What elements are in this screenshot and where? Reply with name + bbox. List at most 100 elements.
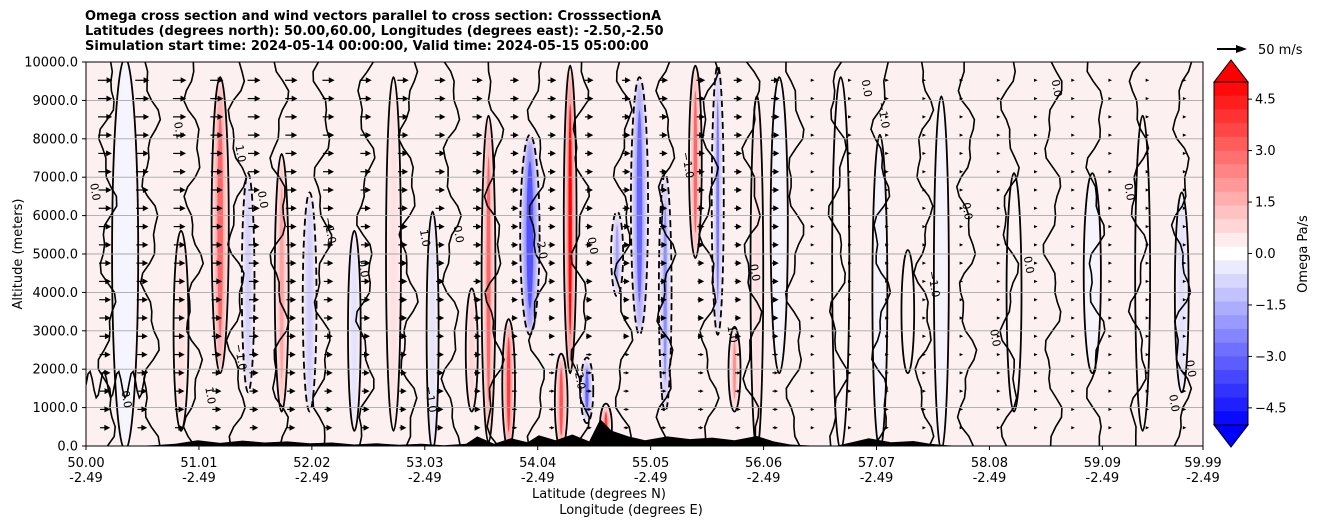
wind-vector-head [105, 205, 112, 212]
wind-vector-head [1182, 298, 1187, 302]
wind-vector-head [551, 371, 555, 375]
wind-vector-head [848, 78, 852, 82]
x-axis: 50.00-2.4951.01-2.4952.02-2.4953.03-2.49… [67, 446, 1222, 486]
wind-vector-head [327, 241, 334, 248]
wind-vector-head [885, 298, 889, 302]
wind-vector-head [1071, 389, 1075, 393]
contour-label: 0.0 [1021, 255, 1037, 274]
colorbar-segment [1214, 383, 1248, 399]
wind-vector-head [364, 315, 371, 321]
wind-vector-head [513, 95, 519, 102]
wind-vector-head [959, 224, 964, 229]
wind-vector-head [662, 95, 668, 102]
wind-vector-head [178, 333, 185, 340]
wind-vector-head [365, 77, 372, 84]
wind-vector-head [1145, 133, 1150, 137]
wind-vector-head [1034, 389, 1038, 393]
wind-vector-head [848, 224, 852, 229]
wind-vector-head [178, 388, 185, 395]
wind-vector-head [438, 223, 445, 230]
contour-label: −2.0 [570, 362, 587, 391]
wind-vector-head [810, 316, 815, 320]
wind-vector-head [700, 389, 704, 393]
wind-vector-head [774, 407, 779, 412]
wind-vector-head [662, 389, 667, 393]
x-tick-label-longitude: -2.49 [408, 471, 442, 486]
wind-vector-head [290, 241, 297, 248]
contour-line [932, 95, 950, 446]
x-tick-label-longitude: -2.49 [860, 471, 894, 486]
wind-vector-head [810, 279, 815, 284]
wind-vector-head [179, 223, 186, 230]
wind-vector-head [474, 406, 481, 413]
wind-vector-head [1182, 334, 1187, 338]
wind-vector-head [252, 351, 259, 358]
wind-vector-head [1108, 352, 1113, 357]
wind-vector-head [922, 261, 927, 265]
wind-vector-head [661, 150, 668, 157]
wind-vector-head [290, 315, 297, 321]
wind-vector-head [959, 133, 964, 137]
wind-vector-head [1145, 115, 1150, 119]
wind-vector-head [736, 205, 742, 212]
colorbar-segment [1214, 219, 1248, 234]
wind-vector-head [1145, 151, 1150, 156]
wind-vector-head [327, 260, 334, 267]
omega-band [1086, 177, 1098, 370]
wind-vector-head [216, 187, 223, 193]
wind-vector-head [254, 168, 260, 175]
wind-vector-head [1145, 298, 1150, 302]
wind-vector-head [217, 113, 224, 120]
wind-vector-head [106, 150, 112, 157]
wind-vector-head [1182, 407, 1187, 412]
wind-vector-head [326, 406, 333, 413]
wind-vector-head [143, 168, 149, 175]
wind-vector-head [475, 351, 481, 358]
wind-vector-head [476, 168, 483, 175]
wind-vector-head [178, 369, 185, 376]
wind-vector-head [179, 241, 186, 248]
wind-vector-head [105, 223, 112, 230]
wind-vector-head [848, 115, 852, 119]
y-tick-label: 0.0 [57, 440, 78, 455]
wind-vector-head [624, 205, 631, 212]
wind-vector-head [141, 406, 148, 413]
contour-label: 0.0 [747, 263, 763, 282]
wind-vector-head [550, 95, 557, 102]
negative-contour [301, 191, 318, 413]
wind-vector-head [1034, 334, 1038, 338]
wind-vector-head [179, 278, 186, 285]
wind-vector-head [253, 278, 260, 285]
wind-vector-head [625, 371, 630, 375]
wind-vector-head [848, 426, 852, 430]
wind-vector-head [698, 296, 705, 303]
wind-vector-head [810, 352, 815, 357]
wind-vector-head [551, 389, 555, 393]
x-tick-label-longitude: -2.49 [1086, 471, 1120, 486]
wind-vector-head [514, 352, 518, 357]
wind-vector-head [364, 333, 370, 340]
wind-vector-head [848, 206, 852, 210]
wind-vector-head [1182, 243, 1187, 247]
colorbar-segment [1214, 95, 1248, 110]
x-tick-label-longitude: -2.49 [1186, 471, 1220, 486]
wind-vector-head [996, 78, 1001, 82]
wind-vector-head [401, 278, 408, 285]
wind-vector-head [661, 296, 667, 303]
wind-vector-head [586, 278, 593, 285]
contour-label: 1.0 [724, 324, 740, 343]
wind-vector-head [549, 187, 556, 193]
wind-vector-head [698, 278, 705, 285]
wind-vector-head [623, 333, 630, 340]
wind-vector-head [105, 241, 112, 248]
contour-label: 0.0 [1121, 182, 1137, 201]
negative-contour [710, 64, 725, 336]
x-tick-label-latitude: 54.04 [519, 456, 556, 471]
wind-vector-head [513, 426, 518, 430]
wind-vector-head [401, 241, 408, 248]
wind-vector-head [699, 407, 704, 412]
wind-vector-head [699, 426, 704, 430]
wind-vector-head [252, 388, 259, 395]
wind-vector-head [922, 279, 927, 284]
wind-vector-head [438, 241, 445, 248]
